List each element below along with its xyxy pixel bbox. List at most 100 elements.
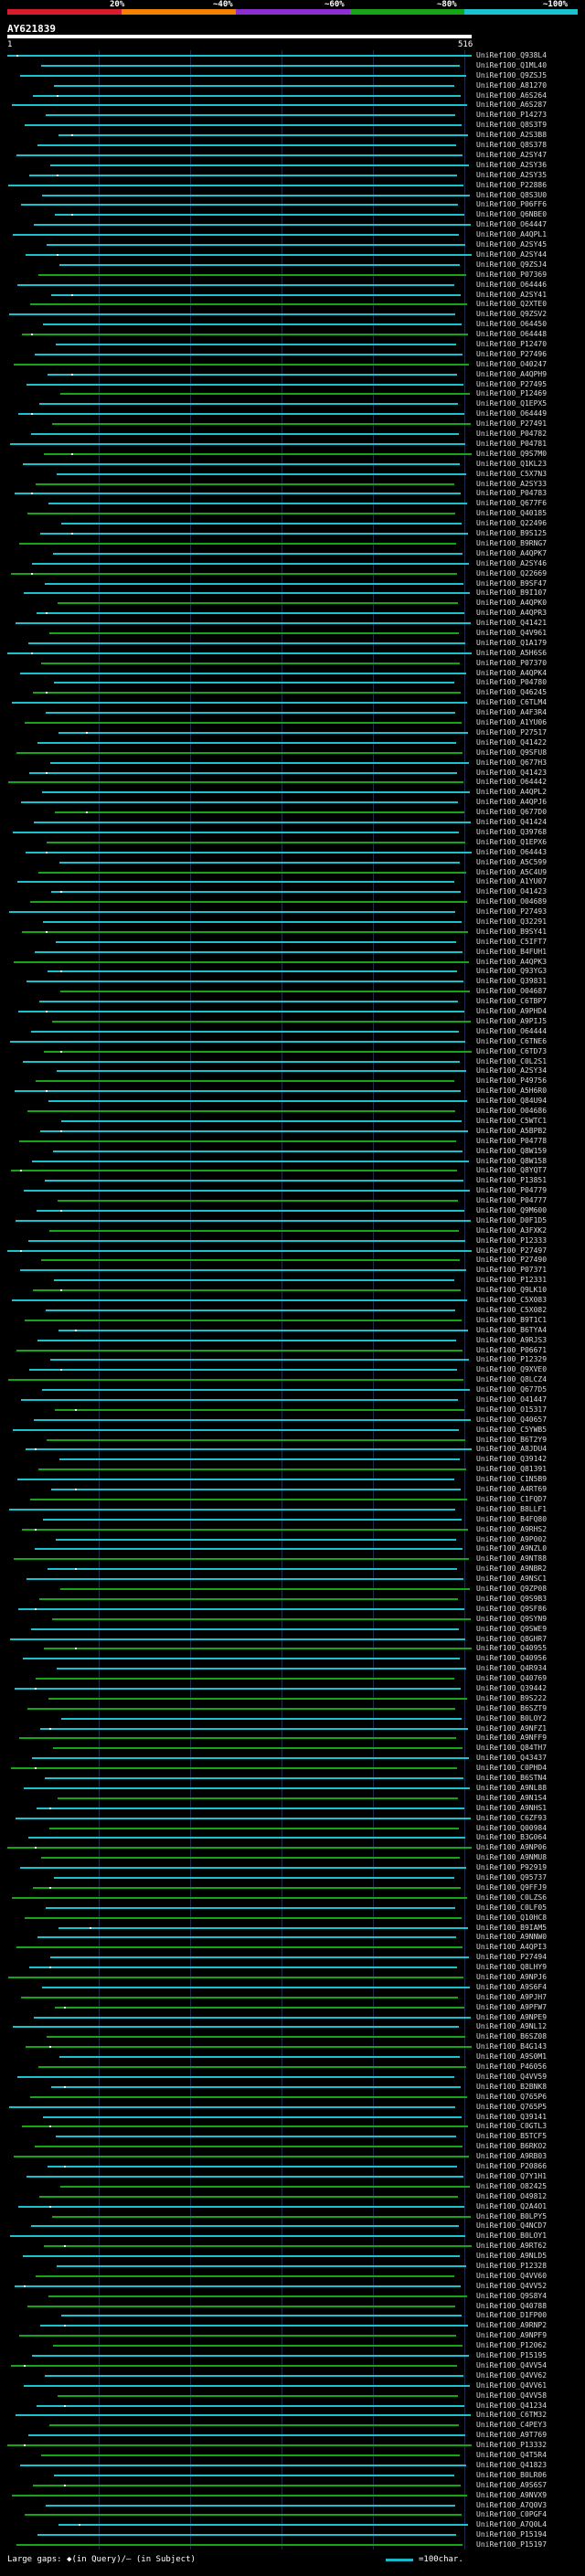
hit-label[interactable]: UniRef100_P27493 <box>476 907 548 917</box>
hit-label[interactable]: UniRef100_Q93YG3 <box>476 967 548 976</box>
hit-label[interactable]: UniRef100_A4QPL2 <box>476 788 548 797</box>
hit-label[interactable]: UniRef100_O40247 <box>476 359 548 368</box>
hit-label[interactable]: UniRef100_Q765P6 <box>476 2092 548 2101</box>
hit-label[interactable]: UniRef100_P12331 <box>476 1276 548 1285</box>
hit-label[interactable]: UniRef100_B3G064 <box>476 1833 548 1842</box>
hit-label[interactable]: UniRef100_A2SY46 <box>476 558 548 567</box>
hit-label[interactable]: UniRef100_Q9ZSJ4 <box>476 260 548 269</box>
hit-label[interactable]: UniRef100_O41423 <box>476 887 548 896</box>
hit-label[interactable]: UniRef100_Q8LHY9 <box>476 1963 548 1972</box>
hit-label[interactable]: UniRef100_A9NBR2 <box>476 1564 548 1574</box>
hit-label[interactable]: UniRef100_A9P002 <box>476 1534 548 1543</box>
hit-label[interactable]: UniRef100_A2S3B8 <box>476 131 548 140</box>
hit-label[interactable]: UniRef100_C5WTC1 <box>476 1116 548 1125</box>
hit-label[interactable]: UniRef100_Q41423 <box>476 768 548 777</box>
hit-label[interactable]: UniRef100_Q9SF86 <box>476 1604 548 1613</box>
hit-label[interactable]: UniRef100_A4QPK4 <box>476 668 548 677</box>
hit-label[interactable]: UniRef100_P04778 <box>476 1136 548 1145</box>
hit-label[interactable]: UniRef100_Q40657 <box>476 1415 548 1424</box>
hit-label[interactable]: UniRef100_O04689 <box>476 897 548 906</box>
hit-label[interactable]: UniRef100_Q39831 <box>476 977 548 986</box>
hit-label[interactable]: UniRef100_B9IAM5 <box>476 1923 548 1932</box>
hit-label[interactable]: UniRef100_A9N1S4 <box>476 1793 548 1802</box>
hit-label[interactable]: UniRef100_A6S287 <box>476 101 548 110</box>
hit-label[interactable]: UniRef100_A2SY41 <box>476 290 548 299</box>
hit-label[interactable]: UniRef100_A9T769 <box>476 2431 548 2440</box>
hit-label[interactable]: UniRef100_A81270 <box>476 80 548 90</box>
hit-label[interactable]: UniRef100_C6ZF93 <box>476 1813 548 1822</box>
hit-label[interactable]: UniRef100_A9NZL0 <box>476 1544 548 1553</box>
hit-label[interactable]: UniRef100_A2SY44 <box>476 249 548 259</box>
hit-label[interactable]: UniRef100_C0PGF4 <box>476 2510 548 2519</box>
hit-label[interactable]: UniRef100_B9SF47 <box>476 578 548 588</box>
hit-label[interactable]: UniRef100_Q2A4O1 <box>476 2201 548 2210</box>
hit-label[interactable]: UniRef100_Q84TH7 <box>476 1744 548 1753</box>
hit-label[interactable]: UniRef100_Q41424 <box>476 818 548 827</box>
hit-label[interactable]: UniRef100_C6TM32 <box>476 2411 548 2420</box>
hit-label[interactable]: UniRef100_P27491 <box>476 419 548 429</box>
hit-label[interactable]: UniRef100_A9NPF9 <box>476 2331 548 2340</box>
hit-label[interactable]: UniRef100_P15197 <box>476 2540 548 2549</box>
hit-label[interactable]: UniRef100_Q677D0 <box>476 808 548 817</box>
hit-label[interactable]: UniRef100_Q9SWE9 <box>476 1624 548 1633</box>
hit-label[interactable]: UniRef100_C0LZS6 <box>476 1892 548 1902</box>
hit-label[interactable]: UniRef100_Q41823 <box>476 2460 548 2469</box>
hit-label[interactable]: UniRef100_Q4VV58 <box>476 2390 548 2400</box>
hit-label[interactable]: UniRef100_A7Q0V3 <box>476 2500 548 2509</box>
hit-label[interactable]: UniRef100_Q9M600 <box>476 1205 548 1214</box>
hit-label[interactable]: UniRef100_Q8S378 <box>476 141 548 150</box>
hit-label[interactable]: UniRef100_O49812 <box>476 2191 548 2200</box>
hit-label[interactable]: UniRef100_Q39142 <box>476 1455 548 1464</box>
hit-label[interactable]: UniRef100_Q9S9B3 <box>476 1594 548 1603</box>
hit-label[interactable]: UniRef100_Q9XVE0 <box>476 1365 548 1374</box>
hit-label[interactable]: UniRef100_C6TNE6 <box>476 1036 548 1045</box>
hit-label[interactable]: UniRef100_C1N5B9 <box>476 1475 548 1484</box>
hit-label[interactable]: UniRef100_C0L2S1 <box>476 1056 548 1065</box>
hit-label[interactable]: UniRef100_A9PIJ5 <box>476 1016 548 1025</box>
hit-label[interactable]: UniRef100_Q4VV60 <box>476 2271 548 2280</box>
hit-label[interactable]: UniRef100_B6T2Y9 <box>476 1435 548 1444</box>
hit-label[interactable]: UniRef100_A2SY34 <box>476 1066 548 1076</box>
hit-label[interactable]: UniRef100_A6S264 <box>476 90 548 100</box>
hit-label[interactable]: UniRef100_B5TCF5 <box>476 2132 548 2141</box>
hit-label[interactable]: UniRef100_Q9SFU8 <box>476 747 548 757</box>
hit-label[interactable]: UniRef100_Q1KL23 <box>476 459 548 468</box>
hit-label[interactable]: UniRef100_Q22669 <box>476 568 548 578</box>
hit-label[interactable]: UniRef100_O82425 <box>476 2181 548 2190</box>
hit-label[interactable]: UniRef100_A9NP06 <box>476 1843 548 1852</box>
hit-label[interactable]: UniRef100_A4QPK3 <box>476 957 548 966</box>
hit-label[interactable]: UniRef100_P15194 <box>476 2530 548 2539</box>
hit-label[interactable]: UniRef100_Q4V961 <box>476 628 548 637</box>
hit-label[interactable]: UniRef100_P04781 <box>476 439 548 448</box>
hit-label[interactable]: UniRef100_Q41421 <box>476 619 548 628</box>
hit-label[interactable]: UniRef100_C6TD73 <box>476 1046 548 1055</box>
hit-label[interactable]: UniRef100_A3FXK2 <box>476 1225 548 1235</box>
hit-label[interactable]: UniRef100_A9PFW7 <box>476 2002 548 2011</box>
hit-label[interactable]: UniRef100_B4FUH1 <box>476 947 548 956</box>
hit-label[interactable]: UniRef100_A9NT88 <box>476 1554 548 1564</box>
hit-label[interactable]: UniRef100_Q677F6 <box>476 499 548 508</box>
hit-label[interactable]: UniRef100_Q8S3T9 <box>476 121 548 130</box>
hit-label[interactable]: UniRef100_Q9ZP08 <box>476 1585 548 1594</box>
hit-label[interactable]: UniRef100_A4QPL1 <box>476 230 548 239</box>
hit-label[interactable]: UniRef100_C5YWB5 <box>476 1425 548 1434</box>
hit-label[interactable]: UniRef100_Q8LCZ4 <box>476 1375 548 1384</box>
hit-label[interactable]: UniRef100_C0GTL3 <box>476 2122 548 2131</box>
hit-label[interactable]: UniRef100_Q95737 <box>476 1873 548 1882</box>
hit-label[interactable]: UniRef100_P04779 <box>476 1186 548 1195</box>
hit-label[interactable]: UniRef100_P27494 <box>476 1953 548 1962</box>
hit-label[interactable]: UniRef100_A7Q0L4 <box>476 2520 548 2529</box>
hit-label[interactable]: UniRef100_Q40788 <box>476 2301 548 2310</box>
hit-label[interactable]: UniRef100_O64444 <box>476 1026 548 1035</box>
hit-label[interactable]: UniRef100_A9NPJ6 <box>476 1973 548 1981</box>
hit-label[interactable]: UniRef100_O15317 <box>476 1405 548 1414</box>
hit-label[interactable]: UniRef100_Q2XTE0 <box>476 300 548 309</box>
hit-label[interactable]: UniRef100_Q4VV61 <box>476 2380 548 2390</box>
hit-label[interactable]: UniRef100_Q40185 <box>476 509 548 518</box>
hit-label[interactable]: UniRef100_O04687 <box>476 987 548 996</box>
hit-label[interactable]: UniRef100_B9SY41 <box>476 927 548 936</box>
hit-label[interactable]: UniRef100_Q1EPX5 <box>476 399 548 408</box>
hit-label[interactable]: UniRef100_Q9SYN9 <box>476 1614 548 1623</box>
hit-label[interactable]: UniRef100_Q4T5R4 <box>476 2451 548 2460</box>
hit-label[interactable]: UniRef100_Q81391 <box>476 1465 548 1474</box>
